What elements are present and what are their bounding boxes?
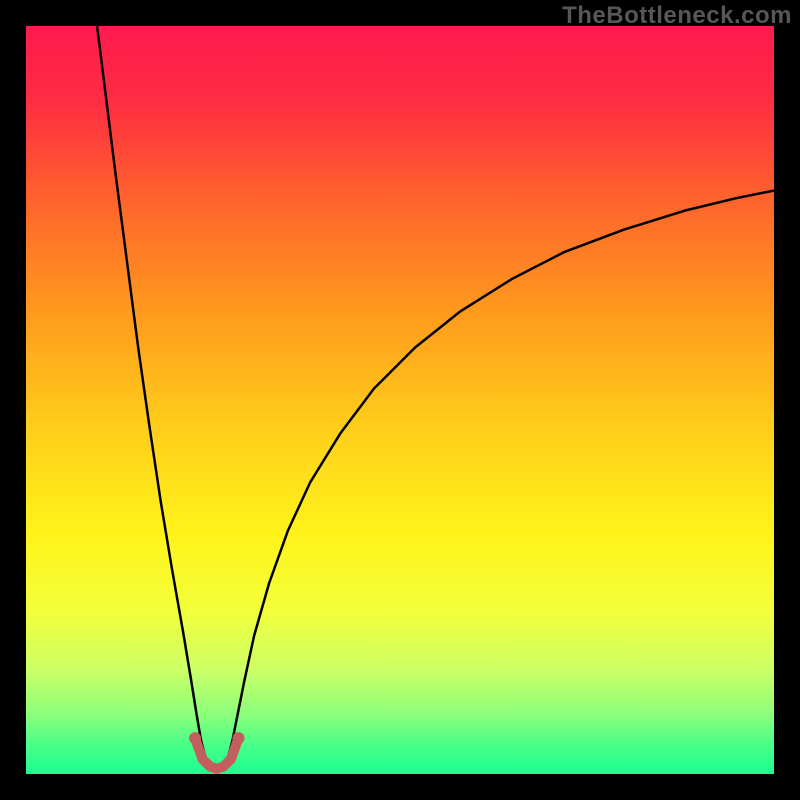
plot-area <box>26 26 774 774</box>
watermark-text: TheBottleneck.com <box>562 2 792 30</box>
gradient-background <box>26 26 774 774</box>
chart-frame: TheBottleneck.com <box>0 0 800 800</box>
well-marker-right-dot <box>232 732 244 744</box>
plot-svg <box>26 26 774 774</box>
well-marker-left-dot <box>189 732 201 744</box>
